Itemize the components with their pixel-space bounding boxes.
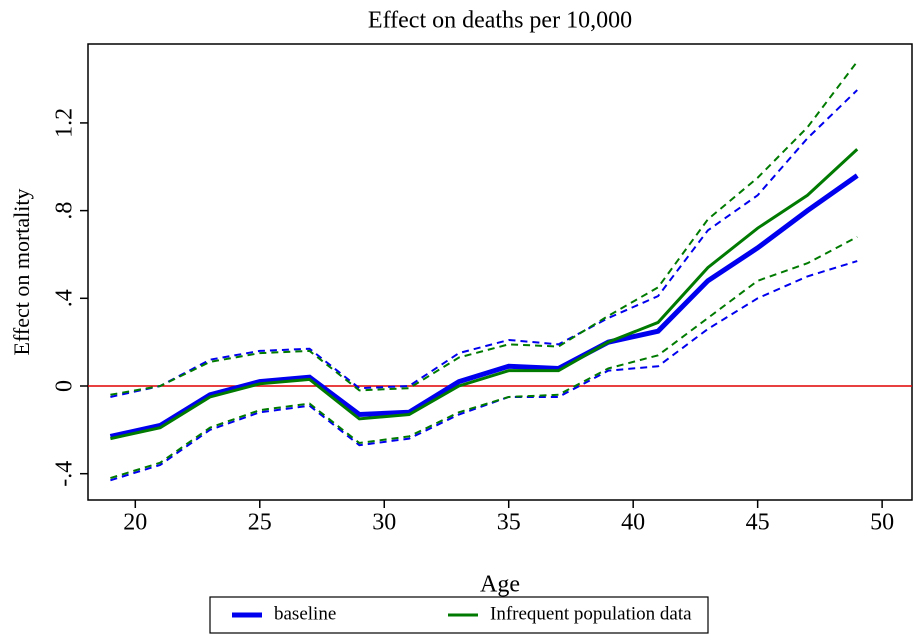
y-axis-label: Effect on mortality — [9, 189, 34, 356]
y-tick-label: .4 — [52, 289, 78, 307]
y-tick-label: -.4 — [52, 461, 78, 487]
legend-box — [209, 596, 709, 634]
x-tick-label: 30 — [372, 510, 396, 536]
ci-line — [110, 236, 858, 480]
x-tick-label: 45 — [746, 510, 770, 536]
series-line — [110, 148, 859, 441]
ci-line — [110, 89, 858, 398]
ci-line — [110, 260, 858, 482]
x-tick-label: 20 — [123, 510, 147, 536]
legend-label: baseline — [274, 603, 336, 624]
series-line — [109, 173, 859, 439]
y-tick-label: 0 — [52, 380, 78, 392]
x-tick-label: 40 — [621, 510, 645, 536]
x-tick-label: 25 — [248, 510, 272, 536]
y-tick-label: .8 — [52, 202, 78, 220]
legend-label: Infrequent population data — [490, 603, 692, 624]
y-tick-label: 1.2 — [52, 108, 78, 138]
chart-title: Effect on deaths per 10,000 — [368, 8, 632, 34]
x-axis-label: Age — [480, 572, 520, 598]
x-tick-label: 50 — [870, 510, 894, 536]
x-tick-label: 35 — [497, 510, 521, 536]
ci-line — [110, 60, 859, 396]
plot-frame — [87, 43, 913, 501]
